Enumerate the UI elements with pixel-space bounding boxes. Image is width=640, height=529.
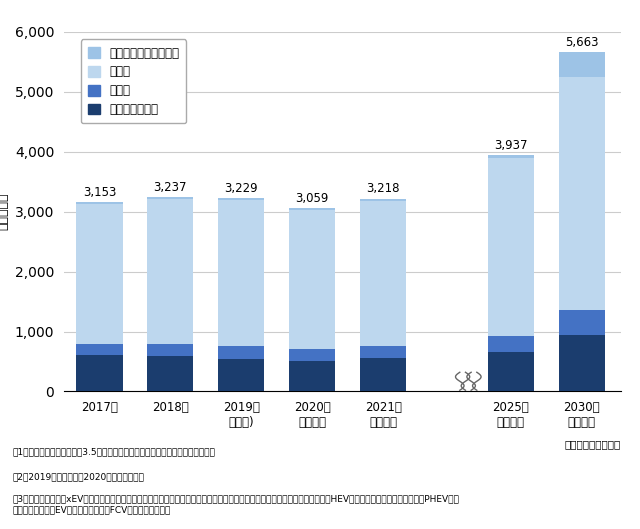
Text: 注3．次世代自動車（xEV）とは、電動機によって駆動、もしくは動力源とする車両とし、具体的にはストロングハイブリッド（HEV）、プラグインハイブリッド（PHEV: 注3．次世代自動車（xEV）とは、電動機によって駆動、もしくは動力源とする車両と… [13,495,460,514]
Text: 3,218: 3,218 [367,182,400,195]
Bar [559,335,605,391]
Bar [218,198,264,199]
Bar [360,201,406,346]
Bar [218,199,264,346]
Bar [360,346,406,358]
Bar [289,361,335,391]
Bar [218,346,264,359]
Text: 3,153: 3,153 [83,186,116,199]
Bar [76,204,122,344]
Bar [76,355,122,391]
Legend: 次世代自動車システム, ボディ, シャシ, パワートレイン: 次世代自動車システム, ボディ, シャシ, パワートレイン [81,40,186,123]
Bar [289,350,335,361]
Bar [76,344,122,355]
Text: 5,663: 5,663 [565,35,598,49]
Bar [488,156,534,158]
Text: 注2．2019年は見込値、2020年以降は予測値: 注2．2019年は見込値、2020年以降は予測値 [13,472,145,481]
Bar [488,352,534,391]
Bar [559,52,605,77]
Text: 3,229: 3,229 [225,181,258,195]
Bar [218,359,264,391]
Bar [147,344,193,355]
Bar [360,358,406,391]
Text: 矢野経済研究所調べ: 矢野経済研究所調べ [564,439,621,449]
Text: 3,059: 3,059 [296,192,329,205]
Bar [289,210,335,350]
Bar [76,203,122,204]
Bar [559,309,605,335]
Bar [289,208,335,210]
Text: 3,937: 3,937 [494,139,527,152]
Bar [360,198,406,201]
Bar [147,199,193,344]
Text: 3,237: 3,237 [154,181,187,194]
Bar [488,336,534,352]
Bar [559,77,605,309]
Text: 注1．乗用車および車両重量3.5ｔ以下の小型商用車における新車販売台数ベース: 注1．乗用車および車両重量3.5ｔ以下の小型商用車における新車販売台数ベース [13,447,216,456]
Bar [147,197,193,199]
Y-axis label: （百万個）: （百万個） [0,193,9,230]
Bar [147,355,193,391]
Bar [488,158,534,336]
